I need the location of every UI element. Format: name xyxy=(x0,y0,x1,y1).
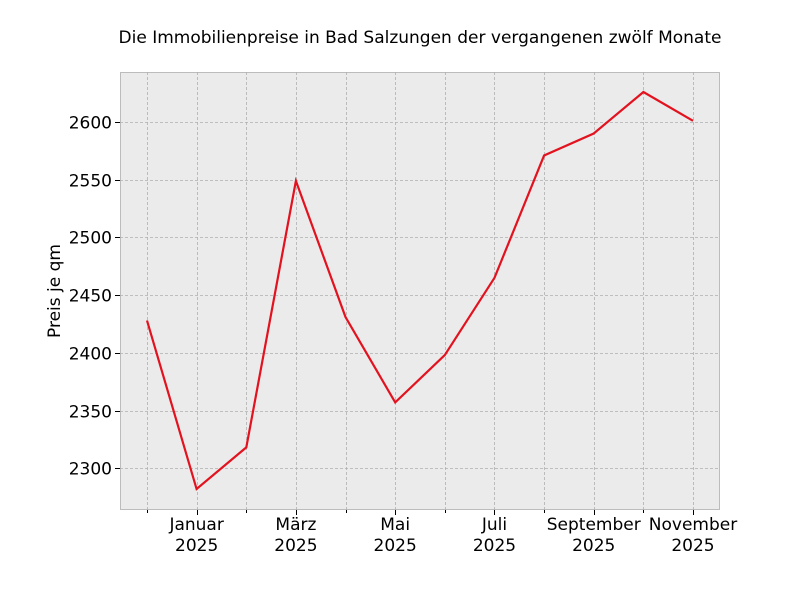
x-axis-ticks: Januar2025März2025Mai2025Juli2025Septemb… xyxy=(147,510,737,556)
y-tick-label: 2350 xyxy=(69,403,112,423)
x-tick-label-year: 2025 xyxy=(274,536,317,556)
grid-lines xyxy=(120,72,720,510)
y-axis-ticks: 2300 2350 2400 2450 2500 2550 2600 xyxy=(69,114,120,480)
x-tick-label-year: 2025 xyxy=(671,536,714,556)
x-tick-label-year: 2025 xyxy=(473,536,516,556)
price-line-series xyxy=(145,90,694,491)
chart-title: Die Immobilienpreise in Bad Salzungen de… xyxy=(119,28,722,48)
y-tick-label: 2300 xyxy=(69,460,112,480)
x-tick-label-month: Mai xyxy=(380,515,410,535)
x-tick-label-month: Juli xyxy=(481,515,507,535)
x-tick-label-year: 2025 xyxy=(572,536,615,556)
y-tick-label: 2500 xyxy=(69,229,112,249)
x-tick-label-month: März xyxy=(275,515,316,535)
y-tick-label: 2450 xyxy=(69,287,112,307)
y-tick-label: 2600 xyxy=(69,114,112,134)
x-tick-label-month: September xyxy=(547,515,641,535)
x-tick-label-month: November xyxy=(649,515,737,535)
plot-area xyxy=(120,72,720,510)
y-tick-label: 2400 xyxy=(69,345,112,365)
x-tick-label-year: 2025 xyxy=(374,536,417,556)
y-axis-label: Preis je qm xyxy=(45,244,65,338)
y-tick-label: 2550 xyxy=(69,172,112,192)
x-tick-label-month: Januar xyxy=(168,515,223,535)
x-tick-label-year: 2025 xyxy=(175,536,218,556)
